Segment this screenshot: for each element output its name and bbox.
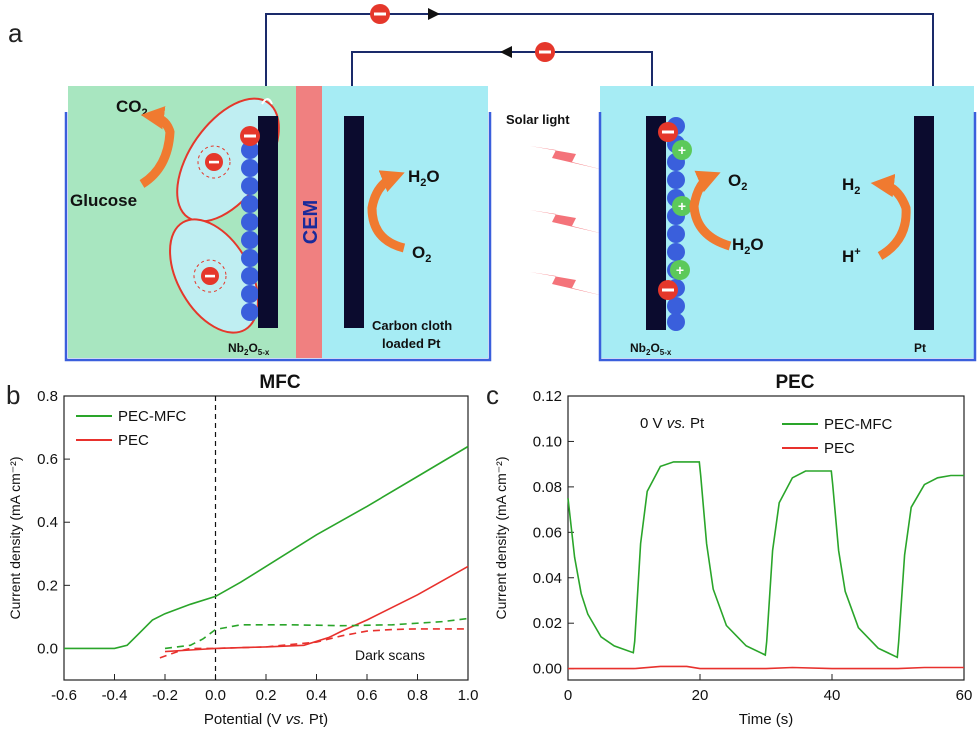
- plot-c-ylabel: Current density (mA cm⁻²): [493, 457, 509, 620]
- plot-c-frame: [567, 395, 965, 681]
- legend-label: PEC: [118, 432, 149, 449]
- h2o-left-label: H2O: [408, 167, 440, 189]
- outer-wire: [265, 13, 934, 118]
- y-tick-label: 0.2: [37, 577, 58, 594]
- mfc-label: MFC: [259, 372, 300, 393]
- panel-b: b -0.6 -0.4 -0.2 0.0 0.2 0.4 0.6 0.8 1.0 0.0 0.2 0.…: [6, 380, 478, 728]
- o2-left-label: O2: [412, 243, 431, 265]
- bolt-2: [530, 210, 604, 234]
- series-line-pec: [164, 565, 469, 653]
- solar-light-label: Solar light: [506, 112, 570, 127]
- anode-beads: [241, 141, 259, 321]
- pt-electrode: [914, 116, 934, 330]
- bolt-1: [530, 146, 604, 170]
- wire-arrow-right: [428, 8, 440, 20]
- x-tick-label: 0.8: [407, 687, 428, 704]
- bolt-3: [530, 272, 604, 296]
- legend-label: PEC-MFC: [118, 408, 186, 425]
- mfc-tank: CEM: [64, 86, 492, 362]
- x-tick-label: -0.4: [102, 687, 128, 704]
- y-tick-label: 0.02: [533, 615, 562, 632]
- carbon-cloth-line1: Carbon cloth: [372, 318, 452, 333]
- y-tick-label: 0.00: [533, 661, 562, 678]
- svg-text:+: +: [678, 198, 686, 214]
- plot-c-xlabel: Time (s): [739, 711, 793, 728]
- wire-electron-top: [370, 4, 390, 24]
- legend-label: PEC-MFC: [824, 416, 892, 433]
- plot-b-legend: PEC-MFC PEC: [76, 408, 186, 449]
- plot-c-annotation: 0 V vs. Pt: [640, 415, 705, 432]
- panel-b-label: b: [6, 380, 20, 410]
- wire-electron-mid: [535, 42, 555, 62]
- svg-text:+: +: [678, 142, 686, 158]
- series-line-pec-mfc: [64, 445, 469, 650]
- x-tick-label: 40: [824, 687, 841, 704]
- nb-label-right: Nb2O5-x: [630, 341, 672, 357]
- anode-electron: [240, 126, 260, 146]
- series-line-pec-mfc: [567, 461, 964, 659]
- x-tick-label: 0.4: [306, 687, 327, 704]
- pec-label: PEC: [775, 372, 814, 393]
- nb-label-left: Nb2O5-x: [228, 341, 270, 357]
- water-oxidation-arrow: [689, 170, 732, 251]
- panel-c-label: c: [486, 380, 499, 410]
- h2-label: H2: [842, 175, 860, 197]
- x-tick-label: -0.2: [152, 687, 178, 704]
- pt-label: Pt: [914, 341, 926, 355]
- holes: + + +: [670, 140, 692, 280]
- glucose-arrow: [139, 106, 175, 188]
- y-tick-label: 0.06: [533, 524, 562, 541]
- glucose-label: Glucose: [70, 191, 137, 210]
- y-tick-label: 0.4: [37, 514, 58, 531]
- panel-a-label: a: [8, 18, 23, 48]
- y-tick-label: 0.8: [37, 388, 58, 405]
- x-tick-label: 1.0: [458, 687, 479, 704]
- oxygen-reduction-arrow: [367, 170, 406, 253]
- legend-label: PEC: [824, 440, 855, 457]
- cathode-electrode: [344, 116, 364, 328]
- x-tick-label: 0.0: [205, 687, 226, 704]
- y-tick-label: 0.08: [533, 479, 562, 496]
- o2-right-label: O2: [728, 171, 747, 193]
- h2o-right-label: H2O: [732, 235, 764, 257]
- x-tick-label: -0.6: [51, 687, 77, 704]
- anode-electrode: [258, 116, 278, 328]
- y-tick-label: 0.0: [37, 640, 58, 657]
- plot-b-xlabel: Potential (V vs. Pt): [204, 711, 328, 728]
- plot-b-ylabel: Current density (mA cm⁻²): [7, 457, 23, 620]
- series-line-pec: [568, 665, 964, 670]
- series-line-dashed-2: [164, 617, 469, 650]
- plot-c-legend: PEC-MFC PEC: [782, 416, 892, 457]
- y-tick-label: 0.12: [533, 388, 562, 405]
- panel-a: a CEM: [8, 4, 977, 393]
- panel-c: c 0 20 40 60 0.00 0.02 0.04 0.06 0.08 0.10 0.12 PE…: [486, 380, 972, 728]
- y-tick-label: 0.6: [37, 451, 58, 468]
- hplus-label: H+: [842, 246, 861, 266]
- solar-bolts: [530, 146, 604, 296]
- hydrogen-evolution-arrow: [870, 173, 911, 260]
- x-tick-label: 0.6: [357, 687, 378, 704]
- x-tick-label: 20: [692, 687, 709, 704]
- x-tick-label: 60: [956, 687, 973, 704]
- photoanode-electrode: [646, 116, 666, 330]
- wire-arrow-left: [500, 46, 512, 58]
- cem-label: CEM: [300, 200, 322, 244]
- carbon-cloth-line2: loaded Pt: [382, 336, 441, 351]
- cem-membrane: [296, 86, 322, 358]
- photoanode-electron-top: [658, 122, 678, 142]
- x-tick-label: 0: [564, 687, 572, 704]
- svg-text:+: +: [676, 262, 684, 278]
- photoanode-electron-bottom: [658, 280, 678, 300]
- cathode-chamber: [298, 86, 488, 358]
- series-line-dashed-3: [159, 628, 468, 659]
- dark-scans-label: Dark scans: [355, 647, 425, 663]
- y-tick-label: 0.10: [533, 433, 562, 450]
- y-tick-label: 0.04: [533, 570, 562, 587]
- x-tick-label: 0.2: [256, 687, 277, 704]
